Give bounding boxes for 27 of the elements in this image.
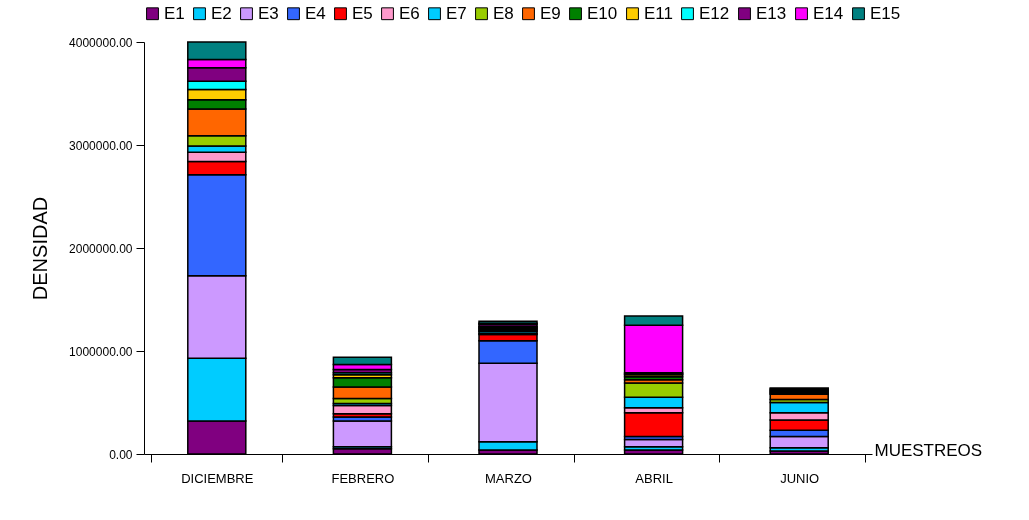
legend-label: E4 bbox=[305, 3, 326, 23]
y-tick-label: 0.00 bbox=[109, 447, 133, 462]
legend-label: E5 bbox=[352, 3, 373, 23]
legend-label: E15 bbox=[870, 3, 901, 23]
legend-label: E1 bbox=[164, 3, 185, 23]
legend-label: E13 bbox=[756, 3, 787, 23]
legend-label: E10 bbox=[587, 3, 618, 23]
legend-label: E14 bbox=[813, 3, 844, 23]
x-tick-label: MARZO bbox=[485, 470, 532, 486]
x-axis-title: MUESTREOS bbox=[874, 440, 983, 460]
legend-label: E3 bbox=[258, 3, 279, 23]
y-tick-label: 1000000.00 bbox=[69, 344, 133, 359]
legend-label: E12 bbox=[699, 3, 730, 23]
x-tick-label: ABRIL bbox=[635, 470, 673, 486]
legend-label: E8 bbox=[493, 3, 514, 23]
legend-label: E2 bbox=[211, 3, 232, 23]
x-tick-label: DICIEMBRE bbox=[181, 470, 254, 486]
y-tick-label: 4000000.00 bbox=[69, 35, 133, 50]
legend-label: E9 bbox=[540, 3, 561, 23]
legend-label: E6 bbox=[399, 3, 420, 23]
legend-label: E11 bbox=[644, 3, 673, 23]
x-tick-label: JUNIO bbox=[780, 470, 820, 486]
y-tick-label: 3000000.00 bbox=[69, 138, 133, 153]
x-tick-label: FEBRERO bbox=[331, 470, 395, 486]
legend-label: E7 bbox=[446, 3, 467, 23]
y-axis-title: DENSIDAD bbox=[29, 196, 52, 301]
y-tick-label: 2000000.00 bbox=[69, 241, 133, 256]
